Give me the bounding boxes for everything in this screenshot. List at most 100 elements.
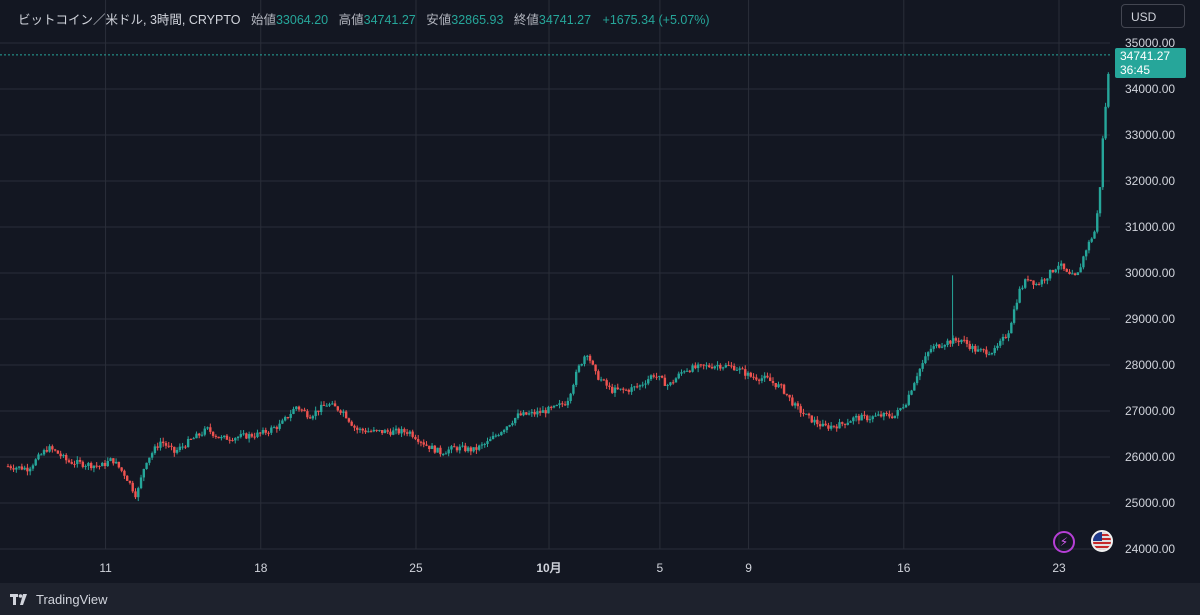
- candle-body: [34, 459, 37, 466]
- candle-body: [796, 403, 800, 407]
- candle-body: [242, 433, 245, 435]
- candle-body: [372, 429, 376, 432]
- candle-body: [1068, 271, 1071, 274]
- candle-body: [993, 348, 996, 354]
- candle-body: [455, 447, 459, 451]
- candle-body: [852, 417, 855, 422]
- lightning-icon[interactable]: ⚡: [1053, 531, 1075, 553]
- candle-body: [622, 388, 625, 390]
- y-tick-label: 29000.00: [1125, 312, 1175, 326]
- candle-body: [137, 488, 140, 498]
- candle-body: [577, 365, 581, 372]
- candle-body: [774, 383, 777, 388]
- candle-body: [231, 440, 234, 442]
- candle-body: [580, 363, 583, 366]
- currency-button[interactable]: USD: [1121, 4, 1185, 28]
- candle-body: [65, 454, 68, 461]
- candle-body: [583, 356, 586, 364]
- candle-body: [297, 406, 301, 410]
- candle-body: [475, 447, 478, 450]
- candle-body: [879, 414, 883, 417]
- candle-body: [173, 446, 176, 453]
- candle-body: [935, 344, 938, 347]
- candle-body: [1107, 73, 1110, 107]
- candle-body: [649, 375, 653, 380]
- candle-body: [669, 382, 672, 386]
- candle-body: [502, 430, 506, 433]
- x-tick-label: 25: [409, 561, 423, 575]
- y-tick-label: 28000.00: [1125, 358, 1175, 372]
- candle-body: [167, 445, 170, 447]
- candle-body: [1065, 269, 1068, 272]
- candle-body: [405, 432, 409, 434]
- candle-body: [1082, 256, 1085, 268]
- x-tick-label: 5: [657, 561, 664, 575]
- candle-body: [1021, 287, 1024, 289]
- candle-body: [843, 423, 847, 425]
- candle-body: [112, 458, 115, 464]
- x-tick-label: 11: [99, 561, 112, 575]
- candle-body: [383, 430, 387, 434]
- candle-body: [863, 414, 866, 416]
- candle-body: [131, 482, 134, 492]
- tradingview-logo-icon: [10, 593, 27, 605]
- candle-body: [308, 417, 312, 419]
- candle-body: [386, 430, 389, 432]
- candle-body: [985, 349, 988, 355]
- candle-body: [963, 339, 966, 341]
- candle-body: [943, 345, 947, 347]
- candle-body: [162, 441, 165, 444]
- candle-body: [613, 387, 617, 393]
- candle-body: [696, 364, 700, 369]
- candle-body: [411, 431, 414, 437]
- candle-body: [849, 421, 852, 423]
- candle-body: [114, 461, 118, 464]
- us-flag-icon[interactable]: [1091, 530, 1113, 552]
- candle-body: [491, 435, 495, 440]
- candle-body: [960, 339, 963, 343]
- candle-body: [550, 406, 553, 408]
- candle-body: [400, 429, 403, 434]
- candle-body: [630, 387, 633, 392]
- candle-body: [514, 417, 517, 424]
- candle-body: [932, 346, 935, 349]
- candle-body: [17, 466, 21, 468]
- candle-body: [106, 461, 109, 467]
- candle-body: [1007, 333, 1010, 338]
- candle-body: [1087, 241, 1091, 251]
- candle-body: [408, 431, 412, 434]
- candle-body: [763, 375, 766, 379]
- candle-body: [525, 412, 528, 415]
- candle-body: [292, 408, 295, 414]
- candle-body: [73, 463, 76, 465]
- candle-body: [480, 444, 484, 446]
- candle-body: [472, 447, 475, 452]
- candle-body: [655, 376, 658, 378]
- candle-body: [214, 435, 218, 437]
- candle-body: [1079, 267, 1082, 273]
- candle-body: [358, 428, 362, 430]
- candle-body: [1043, 279, 1046, 281]
- tradingview-branding[interactable]: TradingView: [10, 592, 108, 607]
- candle-body: [827, 425, 830, 429]
- candle-body: [735, 369, 739, 371]
- candle-body: [256, 432, 259, 437]
- candle-body: [289, 413, 292, 418]
- candle-body: [641, 384, 644, 386]
- symbol-title[interactable]: ビットコイン／米ドル, 3時間, CRYPTO: [18, 13, 241, 27]
- x-tick-label: 16: [897, 561, 911, 575]
- candle-body: [483, 443, 486, 445]
- candle-body: [234, 438, 237, 441]
- change-value: +1675.34 (+5.07%): [602, 13, 710, 27]
- candle-body: [350, 421, 353, 426]
- candle-body: [527, 413, 531, 415]
- low-label: 安値: [426, 13, 452, 27]
- candle-body: [153, 446, 157, 454]
- candle-body: [982, 349, 985, 351]
- candle-body: [813, 419, 816, 423]
- y-tick-label: 27000.00: [1125, 404, 1175, 418]
- candle-body: [721, 367, 725, 369]
- candle-body: [719, 364, 722, 369]
